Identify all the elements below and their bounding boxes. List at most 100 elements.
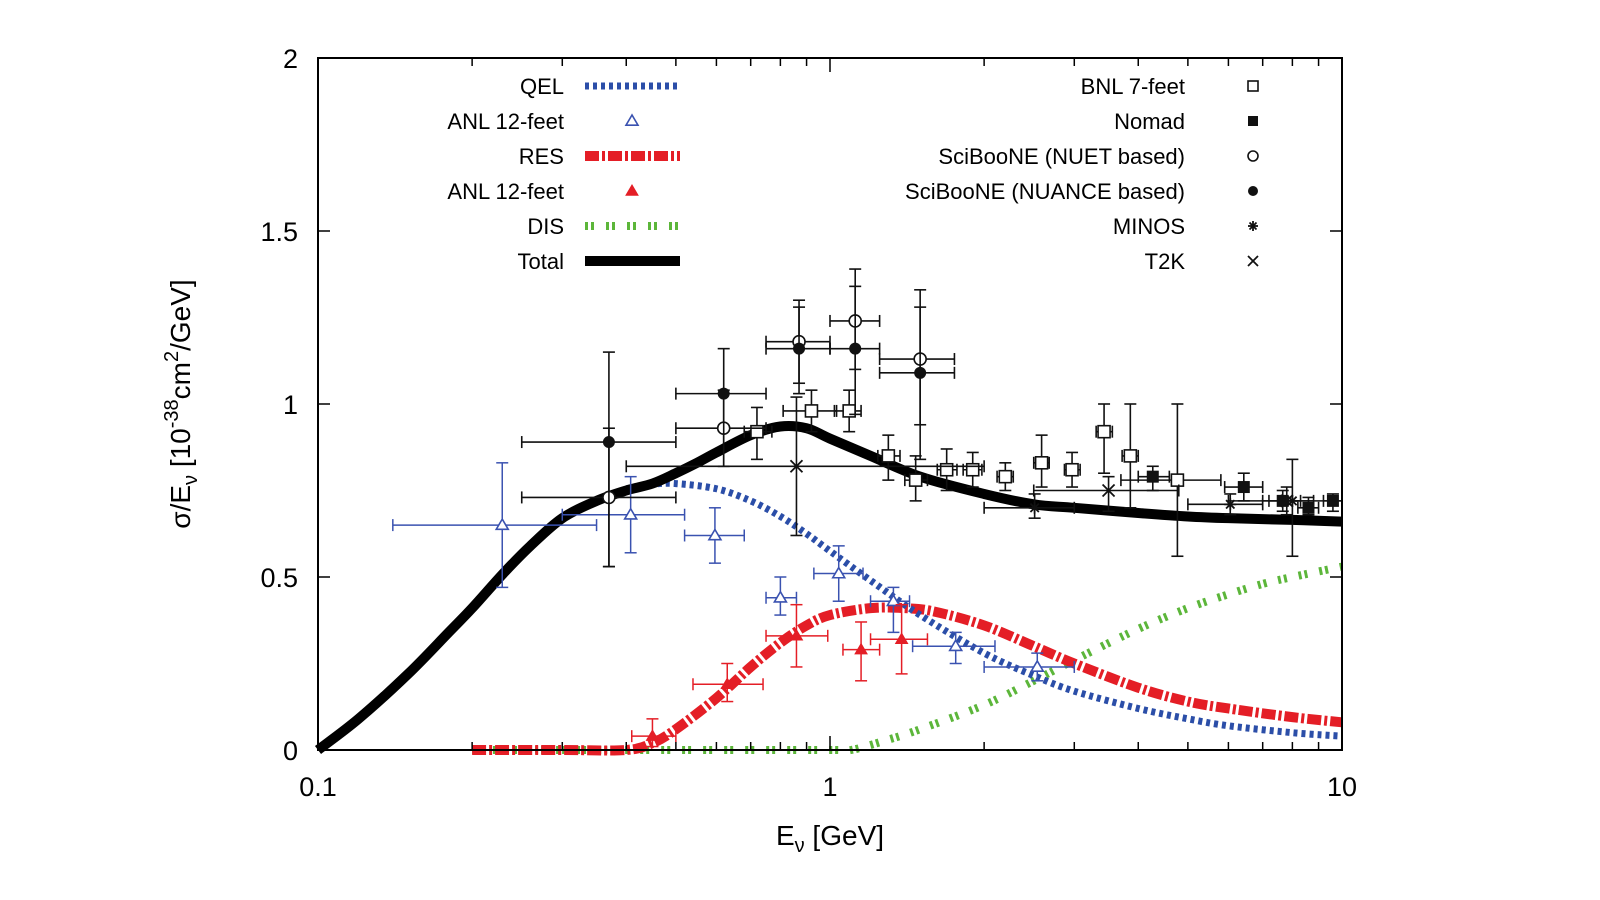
- marker-open-triangle: [623, 507, 639, 520]
- marker-cross: [1280, 494, 1294, 508]
- square-open-shape: [998, 469, 1013, 484]
- square-filled-shape: [1302, 501, 1315, 514]
- triangle-filled-shape: [789, 628, 804, 641]
- legend-label: RES: [519, 144, 564, 169]
- square-filled-shape: [1237, 481, 1250, 494]
- data-point: [1187, 493, 1264, 516]
- legend-entry: ANL 12-feet: [447, 179, 639, 204]
- legend-label: DIS: [527, 214, 564, 239]
- legend-entry: SciBooNE (NUANCE based): [905, 179, 1258, 204]
- data-point: [983, 652, 1076, 682]
- legend-entry: QEL: [520, 74, 680, 99]
- marker-filled-circle: [914, 366, 927, 379]
- data-point: [869, 603, 929, 675]
- cross-stroke: [1280, 494, 1294, 508]
- legend-entry: ANL 12-feet: [447, 109, 640, 134]
- y-tick-label: 0: [283, 736, 298, 766]
- x-tick-label: 1: [822, 772, 837, 802]
- data-point: [683, 507, 745, 564]
- triangle-open-shape: [886, 593, 901, 607]
- data-point: [1032, 475, 1180, 513]
- legend-label: SciBooNE (NUANCE based): [905, 179, 1185, 204]
- marker-open-square: [998, 469, 1013, 484]
- data-point: [842, 621, 881, 682]
- marker-open-square: [1065, 462, 1079, 477]
- triangle-filled-shape: [645, 729, 660, 741]
- square-open-shape: [1097, 424, 1111, 439]
- legend-entry: DIS: [527, 214, 680, 239]
- marker-open-square: [1123, 449, 1138, 463]
- triangle-open-shape: [707, 527, 723, 541]
- dataset-bnl-7-feet: [743, 389, 1222, 558]
- data-point: [904, 455, 929, 502]
- legend-right: BNL 7-feet Nomad SciBooNE (NUET based) SciB…: [905, 74, 1259, 274]
- cross-stroke: [789, 459, 804, 473]
- circle-filled-shape: [717, 387, 730, 400]
- legend-label: ANL 12-feet: [447, 109, 564, 134]
- triangle-open-shape: [831, 565, 847, 579]
- marker-open-triangle: [948, 638, 964, 652]
- data-point: [1032, 434, 1051, 488]
- triangle-filled-shape: [854, 642, 868, 655]
- legend-entry: BNL 7-feet: [1081, 74, 1259, 99]
- square-open-shape: [1065, 462, 1079, 477]
- marker-open-square: [1170, 473, 1185, 487]
- data-point: [962, 451, 983, 488]
- legend-label: T2K: [1145, 249, 1186, 274]
- marker-open-triangle: [886, 593, 901, 607]
- legend-entry: RES: [519, 144, 680, 169]
- cross-stroke: [1247, 255, 1259, 267]
- marker-open-triangle: [707, 527, 723, 541]
- y-axis-label: σ/Eν [10-38cm2/GeV]: [161, 279, 202, 528]
- marker-asterisk: [1248, 221, 1258, 231]
- triangle-filled-shape: [625, 184, 639, 196]
- square-open-shape: [1170, 473, 1185, 487]
- y-tick-label: 2: [283, 44, 298, 74]
- triangle-open-shape: [772, 590, 788, 603]
- marker-open-triangle: [772, 590, 788, 603]
- marker-filled-triangle: [789, 628, 804, 641]
- legend-label: QEL: [520, 74, 564, 99]
- marker-open-triangle: [1029, 659, 1045, 672]
- data-point: [983, 493, 1076, 519]
- square-open-shape: [1123, 449, 1138, 463]
- circle-filled-shape: [849, 342, 862, 355]
- dataset-sciboone-nuance-based: [520, 285, 956, 568]
- marker-filled-circle: [717, 387, 730, 400]
- data-point: [1095, 403, 1114, 475]
- curve-res: [472, 602, 1343, 756]
- marker-filled-circle: [1248, 186, 1258, 196]
- data-point: [692, 662, 764, 703]
- legend-entry: Nomad: [1114, 109, 1258, 134]
- triangle-filled-shape: [894, 632, 909, 644]
- circle-filled-shape: [914, 366, 927, 379]
- dataset-t2k: [625, 396, 1343, 537]
- data-point: [520, 351, 677, 568]
- marker-open-square: [908, 473, 923, 487]
- marker-filled-square: [1302, 501, 1315, 514]
- x-axis-label: Eν [GeV]: [776, 820, 884, 857]
- marker-filled-circle: [849, 342, 862, 355]
- marker-open-square: [881, 449, 896, 463]
- circle-open-shape: [1247, 150, 1259, 162]
- data-point: [911, 631, 996, 665]
- circle-filled-shape: [793, 342, 806, 355]
- circle-filled-shape: [602, 436, 615, 449]
- triangle-open-shape: [624, 113, 640, 126]
- square-filled-shape: [1248, 116, 1258, 126]
- legend-entry: Total: [518, 249, 680, 274]
- square-open-shape: [881, 449, 896, 463]
- x-tick-label: 0.1: [299, 772, 337, 802]
- data-point: [996, 462, 1015, 492]
- marker-cross: [789, 459, 804, 473]
- data-point: [765, 576, 798, 616]
- triangle-open-shape: [623, 507, 639, 520]
- marker-open-triangle: [831, 565, 847, 579]
- square-filled-shape: [1146, 470, 1159, 483]
- x-tick-labels: 0.1 1 10: [299, 772, 1357, 802]
- marker-open-square: [804, 404, 819, 418]
- data-point: [877, 434, 901, 481]
- marker-filled-triangle: [625, 184, 639, 196]
- legend-label: Total: [518, 249, 564, 274]
- marker-cross: [1101, 483, 1116, 498]
